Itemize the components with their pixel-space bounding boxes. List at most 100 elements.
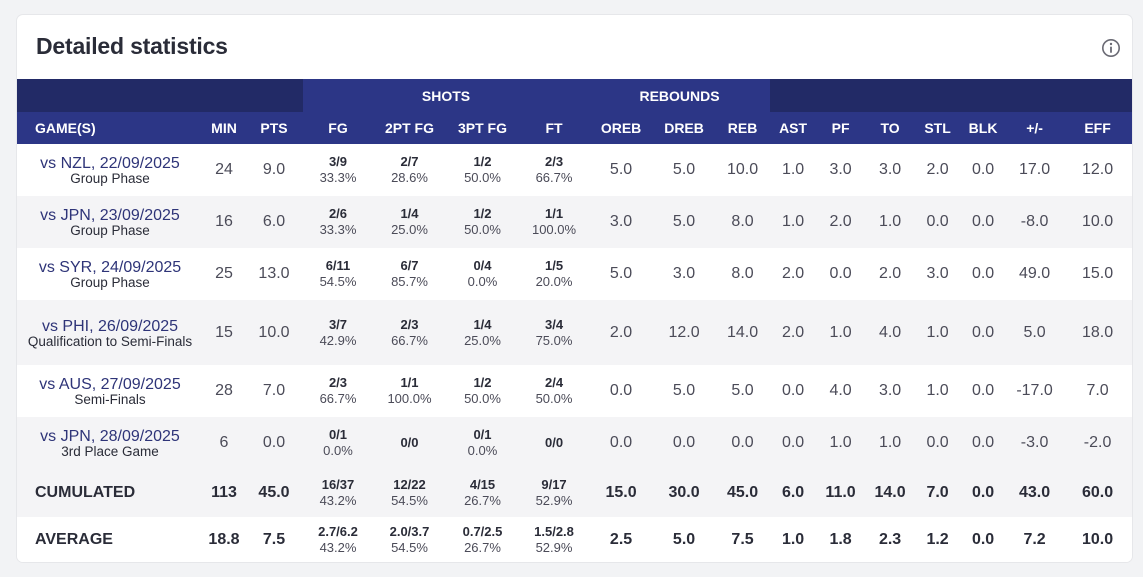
shot-pct: 0.0% bbox=[323, 443, 353, 458]
col-header-2pt-fg[interactable]: 2PT FG bbox=[373, 112, 446, 144]
cell-ast: 0.0 bbox=[781, 382, 805, 399]
col-header-plus-minus[interactable]: +/- bbox=[1006, 112, 1064, 144]
info-icon[interactable] bbox=[1101, 38, 1121, 58]
cumulated-row: CUMULATED 113 45.0 16/37 43.2% 12/22 54.5%… bbox=[17, 469, 1132, 517]
shot-pct: 26.7% bbox=[464, 493, 501, 508]
cell-pf: 0.0 bbox=[829, 265, 852, 282]
shot-pct: 25.0% bbox=[464, 332, 501, 348]
cell-fg: 2/6 33.3% bbox=[303, 196, 373, 248]
shot-made: 0.7/2.5 bbox=[462, 524, 503, 539]
shot-made: 1/2 bbox=[473, 375, 492, 390]
shot-made: 0/4 bbox=[473, 258, 492, 273]
cell-stl: 0.0 bbox=[926, 434, 949, 451]
cell-eff: 7.0 bbox=[1086, 382, 1109, 399]
col-header-games[interactable]: GAME(S) bbox=[17, 112, 203, 144]
cell-stl: 7.0 bbox=[926, 484, 949, 501]
shot-made: 6/7 bbox=[400, 258, 419, 273]
cell-stl: 1.0 bbox=[926, 382, 949, 399]
col-header-fg[interactable]: FG bbox=[303, 112, 373, 144]
col-header-reb[interactable]: REB bbox=[715, 112, 771, 144]
shot-pct: 66.7% bbox=[391, 332, 428, 348]
col-header-3pt-fg[interactable]: 3PT FG bbox=[446, 112, 519, 144]
shot-made: 2/6 bbox=[328, 206, 348, 221]
group-header-rebounds: REBOUNDS bbox=[589, 79, 771, 112]
cell-ast: 1.0 bbox=[781, 531, 805, 548]
shot-pct: 42.9% bbox=[319, 332, 357, 348]
game-cell: vs NZL, 22/09/2025 Group Phase bbox=[17, 144, 203, 196]
cell-reb: 0.0 bbox=[731, 434, 754, 451]
shot-pct: 52.9% bbox=[535, 540, 573, 555]
col-header-min[interactable]: MIN bbox=[203, 112, 245, 144]
game-phase: Semi-Finals bbox=[74, 392, 146, 407]
shot-pct: 28.6% bbox=[391, 170, 428, 185]
shot-made: 1/4 bbox=[473, 316, 492, 332]
cell-stl: 0.0 bbox=[926, 213, 949, 230]
shot-made: 2/4 bbox=[544, 375, 564, 390]
shot-pct: 66.7% bbox=[319, 391, 357, 406]
statistics-table-body: vs NZL, 22/09/2025 Group Phase 24 9.0 3/9 33.… bbox=[17, 144, 1132, 562]
cell-oreb: 5.0 bbox=[609, 265, 633, 282]
cell-ft: 9/17 52.9% bbox=[519, 469, 589, 517]
col-header-oreb[interactable]: OREB bbox=[589, 112, 654, 144]
col-header-stl[interactable]: STL bbox=[915, 112, 961, 144]
cell-pf: 11.0 bbox=[825, 484, 856, 501]
cell-ast: 1.0 bbox=[781, 161, 805, 178]
shot-made: 1/1 bbox=[544, 206, 564, 221]
game-name-link[interactable]: vs AUS, 27/09/2025 bbox=[39, 376, 181, 393]
col-header-ft[interactable]: FT bbox=[519, 112, 590, 144]
shot-pct: 0.0% bbox=[467, 443, 498, 458]
cell-pts: 7.5 bbox=[262, 531, 286, 548]
col-header-dreb[interactable]: DREB bbox=[653, 112, 716, 144]
cell-eff: 60.0 bbox=[1081, 484, 1114, 501]
cell-3pt-fg: 1/2 50.0% bbox=[446, 365, 519, 417]
shot-made: 0/0 bbox=[544, 435, 564, 450]
cell-2pt-fg: 2.0/3.7 54.5% bbox=[373, 517, 446, 562]
card-title: Detailed statistics bbox=[36, 33, 228, 59]
shot-made: 3/4 bbox=[544, 316, 564, 332]
cell-3pt-fg: 1/2 50.0% bbox=[446, 196, 519, 248]
game-phase: Qualification to Semi-Finals bbox=[27, 333, 193, 349]
game-name-link[interactable]: vs SYR, 24/09/2025 bbox=[38, 259, 182, 276]
cell-eff: 12.0 bbox=[1081, 161, 1114, 178]
cell-blk: 0.0 bbox=[971, 213, 995, 230]
cell-fg: 2.7/6.2 43.2% bbox=[303, 517, 373, 562]
shot-made: 16/37 bbox=[321, 477, 355, 492]
cell-ft: 1/5 20.0% bbox=[519, 248, 589, 300]
shot-made: 4/15 bbox=[469, 477, 496, 492]
game-name-link[interactable]: vs PHI, 26/09/2025 bbox=[41, 317, 179, 335]
cell-2pt-fg: 1/4 25.0% bbox=[373, 196, 446, 248]
shot-pct: 100.0% bbox=[387, 391, 432, 406]
cell-to: 1.0 bbox=[878, 213, 902, 230]
col-header-pts[interactable]: PTS bbox=[245, 112, 303, 144]
group-header-shots: SHOTS bbox=[303, 79, 590, 112]
cell-min: 25 bbox=[215, 265, 233, 282]
statistics-table: SHOTS REBOUNDS GAME(S) MIN PTS FG 2PT FG… bbox=[17, 79, 1132, 562]
cell-min: 24 bbox=[215, 161, 233, 178]
cell-reb: 7.5 bbox=[731, 531, 754, 548]
cell-blk: 0.0 bbox=[971, 265, 995, 282]
col-header-pf[interactable]: PF bbox=[816, 112, 866, 144]
cell-pf: 3.0 bbox=[829, 161, 852, 178]
col-header-ast[interactable]: AST bbox=[770, 112, 817, 144]
shot-made: 12/22 bbox=[393, 477, 426, 492]
game-cell: vs AUS, 27/09/2025 Semi-Finals bbox=[17, 365, 203, 417]
cell-blk: 0.0 bbox=[971, 382, 995, 399]
game-name-link[interactable]: vs NZL, 22/09/2025 bbox=[40, 155, 180, 172]
cell-oreb: 2.5 bbox=[609, 531, 633, 548]
cumulated-label: CUMULATED bbox=[35, 484, 136, 501]
cell-plus-minus: 5.0 bbox=[1023, 323, 1046, 341]
col-header-to[interactable]: TO bbox=[865, 112, 916, 144]
cell-plus-minus: 49.0 bbox=[1018, 265, 1051, 282]
cell-dreb: 5.0 bbox=[672, 213, 696, 230]
game-name-link[interactable]: vs JPN, 28/09/2025 bbox=[40, 428, 180, 445]
cell-reb: 8.0 bbox=[731, 213, 754, 230]
cell-stl: 2.0 bbox=[926, 161, 949, 178]
col-header-eff[interactable]: EFF bbox=[1063, 112, 1132, 144]
game-cell: vs JPN, 23/09/2025 Group Phase bbox=[17, 196, 203, 248]
col-header-blk[interactable]: BLK bbox=[960, 112, 1007, 144]
shot-pct: 25.0% bbox=[391, 222, 428, 237]
cell-oreb: 2.0 bbox=[609, 323, 633, 341]
game-name-link[interactable]: vs JPN, 23/09/2025 bbox=[40, 207, 180, 224]
game-phase: Group Phase bbox=[70, 171, 150, 186]
cell-blk: 0.0 bbox=[971, 161, 995, 178]
